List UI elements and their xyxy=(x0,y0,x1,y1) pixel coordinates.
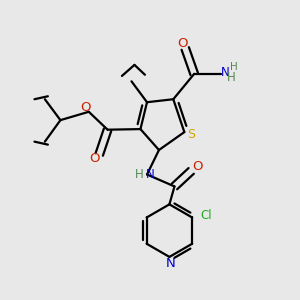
Text: O: O xyxy=(192,160,202,173)
Text: N: N xyxy=(146,168,154,181)
Text: H: H xyxy=(230,62,238,72)
Text: O: O xyxy=(80,101,91,114)
Text: H: H xyxy=(135,168,144,181)
Text: N: N xyxy=(221,67,230,80)
Text: O: O xyxy=(89,152,100,166)
Text: H: H xyxy=(227,71,236,84)
Text: Cl: Cl xyxy=(201,208,212,222)
Text: N: N xyxy=(166,257,176,270)
Text: O: O xyxy=(177,37,188,50)
Text: S: S xyxy=(187,128,195,141)
